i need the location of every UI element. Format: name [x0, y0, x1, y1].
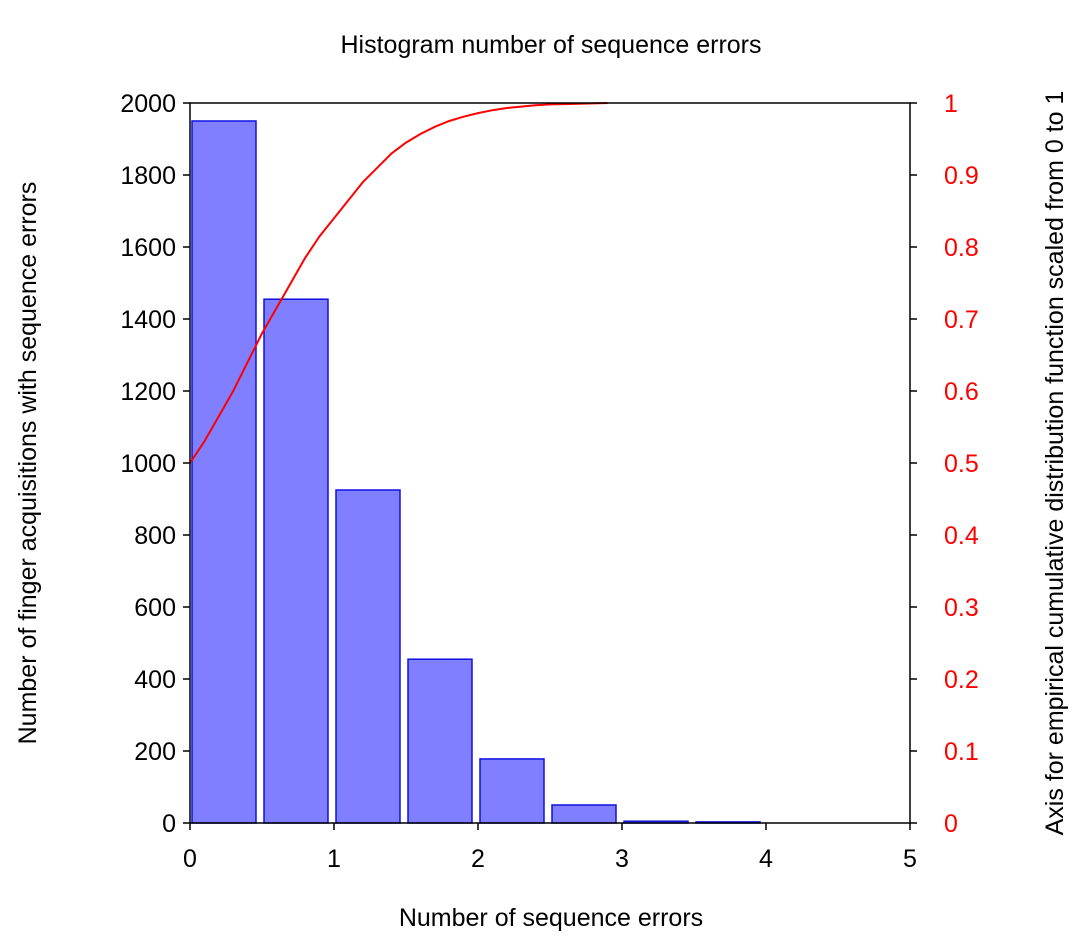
left-tick-label: 1400: [120, 306, 176, 334]
ecdf-curve-group: [189, 102, 608, 464]
x-tick-label: 2: [471, 845, 485, 873]
histogram-bar: [335, 489, 401, 824]
right-tick-label: 0: [944, 810, 958, 838]
left-tick-label: 600: [134, 594, 176, 622]
x-tick-label: 1: [327, 845, 341, 873]
right-tick-label: 0.4: [944, 522, 979, 550]
x-tick-label: 0: [183, 845, 197, 873]
x-axis: 0 1 2 3 4 5: [183, 823, 917, 873]
right-tick-label: 0.7: [944, 306, 979, 334]
left-y-axis: 0 200 400 600 800 1000 1200 1400 1600 1800 2000: [120, 90, 190, 838]
right-tick-label: 0.2: [944, 666, 979, 694]
histogram-bar: [407, 658, 473, 824]
histogram-bar: [551, 804, 617, 824]
right-tick-label: 0.6: [944, 378, 979, 406]
left-tick-label: 1600: [120, 234, 176, 262]
x-tick-label: 3: [615, 845, 629, 873]
left-tick-label: 200: [134, 738, 176, 766]
left-tick-label: 800: [134, 522, 176, 550]
ecdf-line: [189, 102, 608, 464]
right-tick-label: 0.8: [944, 234, 979, 262]
right-y-axis-label: Axis for empirical cumulative distributi…: [1041, 91, 1069, 836]
histogram-bar: [479, 758, 545, 824]
left-tick-label: 400: [134, 666, 176, 694]
left-tick-label: 0: [162, 810, 176, 838]
left-tick-label: 2000: [120, 90, 176, 118]
histogram-bars: [191, 120, 761, 824]
x-tick-label: 4: [759, 845, 773, 873]
chart-title: Histogram number of sequence errors: [340, 31, 761, 59]
right-tick-label: 1: [944, 90, 958, 118]
left-tick-label: 1200: [120, 378, 176, 406]
right-y-axis: 0 0.1 0.2 0.3 0.4 0.5 0.6 0.7 0.8 0.9 1: [910, 90, 979, 838]
right-tick-label: 0.3: [944, 594, 979, 622]
histogram-bar: [263, 298, 329, 824]
x-tick-label: 5: [903, 845, 917, 873]
right-tick-label: 0.1: [944, 738, 979, 766]
histogram-bar: [191, 120, 257, 824]
x-axis-label: Number of sequence errors: [399, 904, 703, 932]
left-tick-label: 1800: [120, 162, 176, 190]
right-tick-label: 0.9: [944, 162, 979, 190]
right-tick-label: 0.5: [944, 450, 979, 478]
left-tick-label: 1000: [120, 450, 176, 478]
left-y-axis-label: Number of finger acquisitions with seque…: [14, 182, 42, 745]
